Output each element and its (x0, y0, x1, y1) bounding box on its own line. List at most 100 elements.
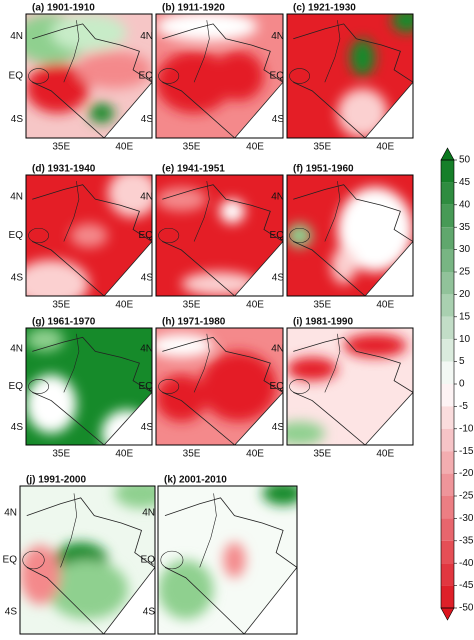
shade (287, 421, 325, 445)
panel-title: (j) 1991-2000 (26, 475, 86, 486)
panel-title: (a) 1901-1910 (32, 3, 95, 14)
shade (287, 357, 338, 381)
border (162, 391, 235, 445)
longitude-label: 35E (52, 142, 70, 153)
colorbar-segment (441, 384, 454, 407)
colorbar-segment (441, 585, 454, 608)
shade (158, 560, 214, 620)
colorbar-segment (441, 227, 454, 250)
map-panel (20, 486, 155, 634)
lake (28, 227, 49, 244)
river (193, 20, 210, 83)
shade (391, 14, 413, 33)
latitude-label: 4S (11, 114, 24, 125)
lake (22, 550, 45, 570)
border (293, 391, 366, 445)
colorbar-segment (441, 316, 454, 340)
lake (289, 227, 310, 244)
border (162, 23, 283, 83)
map-panel (26, 175, 152, 296)
longitude-label: 35E (52, 449, 70, 460)
colorbar-tick-label: 25 (459, 267, 471, 278)
map-panel (26, 328, 152, 445)
colorbar-segment (441, 182, 454, 205)
shade (107, 175, 152, 218)
colorbar-segment (441, 428, 454, 452)
panel-frame (25, 327, 153, 446)
river (63, 333, 80, 393)
shading (156, 333, 277, 422)
latitude-label: 4N (271, 344, 284, 355)
shade (156, 374, 207, 422)
colorbar-tick-label: 10 (459, 334, 471, 345)
colorbar-tick-label: -45 (459, 580, 474, 591)
shading (26, 175, 152, 296)
shade (200, 351, 277, 422)
border (164, 497, 297, 568)
latitude-label: 4N (271, 31, 284, 42)
river (193, 333, 210, 393)
latitude-label: EQ (139, 230, 154, 241)
lake (289, 68, 310, 84)
shade (331, 247, 357, 284)
lake (158, 379, 180, 394)
border (164, 567, 245, 634)
shade (114, 486, 155, 509)
shading (20, 486, 155, 620)
coastline (103, 392, 152, 445)
colorbar-tick-label: -20 (459, 468, 474, 479)
map-panel (287, 328, 413, 445)
longitude-label: 35E (313, 300, 331, 311)
shade (26, 328, 64, 352)
coastline (364, 81, 413, 138)
border (32, 184, 152, 242)
latitude-label: EQ (9, 230, 24, 241)
shade (223, 542, 246, 578)
latitude-label: 4N (140, 191, 153, 202)
map-panel (156, 175, 283, 296)
shade (26, 374, 77, 434)
longitude-label: 35E (183, 300, 201, 311)
coastline (103, 241, 152, 296)
panel-title: (d) 1931-1940 (32, 164, 96, 175)
panel-title: (h) 1971-1980 (162, 317, 226, 328)
coastline (103, 81, 152, 138)
colorbar-segment (441, 160, 454, 183)
river (199, 493, 217, 568)
colorbar-segment (441, 473, 454, 496)
colorbar-segment (441, 540, 454, 564)
river (324, 181, 341, 242)
panel-frame (155, 13, 284, 139)
border (26, 497, 155, 568)
panel-frame (25, 13, 153, 139)
border (293, 241, 366, 296)
longitude-label: 40E (115, 300, 133, 311)
longitude-label: 40E (376, 300, 394, 311)
colorbar-tick-label: 20 (459, 289, 471, 300)
lake (160, 550, 184, 570)
longitude-label: 40E (246, 300, 264, 311)
border (32, 391, 105, 445)
border (293, 336, 413, 393)
panel-title: (c) 1921-1930 (293, 3, 356, 14)
longitude-label: 40E (246, 449, 264, 460)
coastline (243, 567, 297, 634)
shade (156, 14, 258, 42)
latitude-label: 4S (11, 422, 24, 433)
latitude-label: 4S (141, 272, 154, 283)
shade (337, 88, 388, 138)
shade (156, 333, 214, 358)
shade (47, 560, 128, 620)
shade (26, 63, 89, 114)
latitude-label: EQ (270, 381, 285, 392)
colorbar-segment (441, 406, 454, 429)
colorbar-tick-label: 40 (459, 199, 471, 210)
latitude-label: 4S (141, 114, 154, 125)
coastline (364, 392, 413, 445)
shading (158, 486, 297, 620)
latitude-label: 4N (10, 31, 23, 42)
shade (76, 51, 152, 89)
colorbar-segment (441, 339, 454, 362)
map-panel (158, 486, 297, 634)
colorbar-segment (441, 204, 454, 228)
